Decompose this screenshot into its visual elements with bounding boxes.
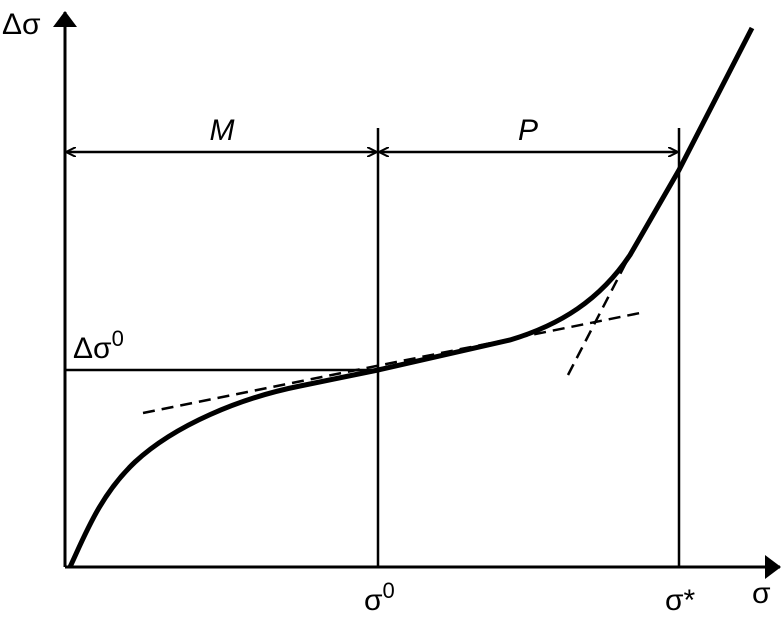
x-marker-base: σ [364,584,383,617]
x-marker-sup: 0 [383,578,395,603]
lines [53,11,781,579]
x-marker-label: σ0 [364,578,395,617]
tangent-1 [142,311,641,415]
level-sup: 0 [112,326,124,351]
region-label: P [518,114,538,147]
x-marker-label: σ* [665,584,696,617]
y-axis-label: Δσ [2,8,41,41]
tangent-2 [566,254,632,376]
curve [67,26,755,569]
level-base: Δσ [73,332,112,365]
x-axis-label: σ [752,577,771,610]
region-label: M [210,114,235,147]
level-label: Δσ0 [73,326,124,365]
